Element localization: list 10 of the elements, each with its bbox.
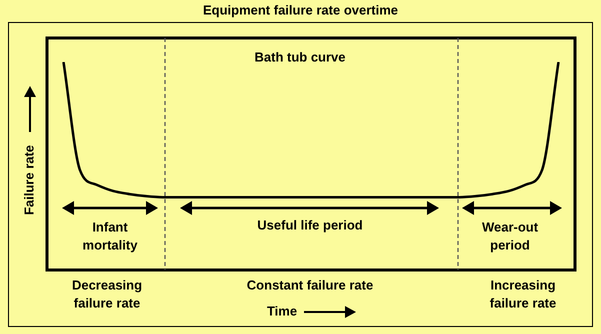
text: Increasing failure rate	[490, 278, 556, 311]
text: Constant failure rate	[246, 278, 374, 293]
chart-subtitle: Bath tub curve	[254, 50, 346, 65]
y-axis-title: Failure rate	[22, 144, 37, 216]
text: Decreasing failure rate	[72, 278, 142, 311]
annotation: Useful life period	[257, 218, 363, 233]
annotation: Infant mortality	[82, 220, 138, 253]
x-axis-title: Time	[266, 304, 298, 319]
chart-title: Equipment failure rate overtime	[202, 2, 398, 18]
annotation: Wear-out period	[482, 220, 539, 253]
